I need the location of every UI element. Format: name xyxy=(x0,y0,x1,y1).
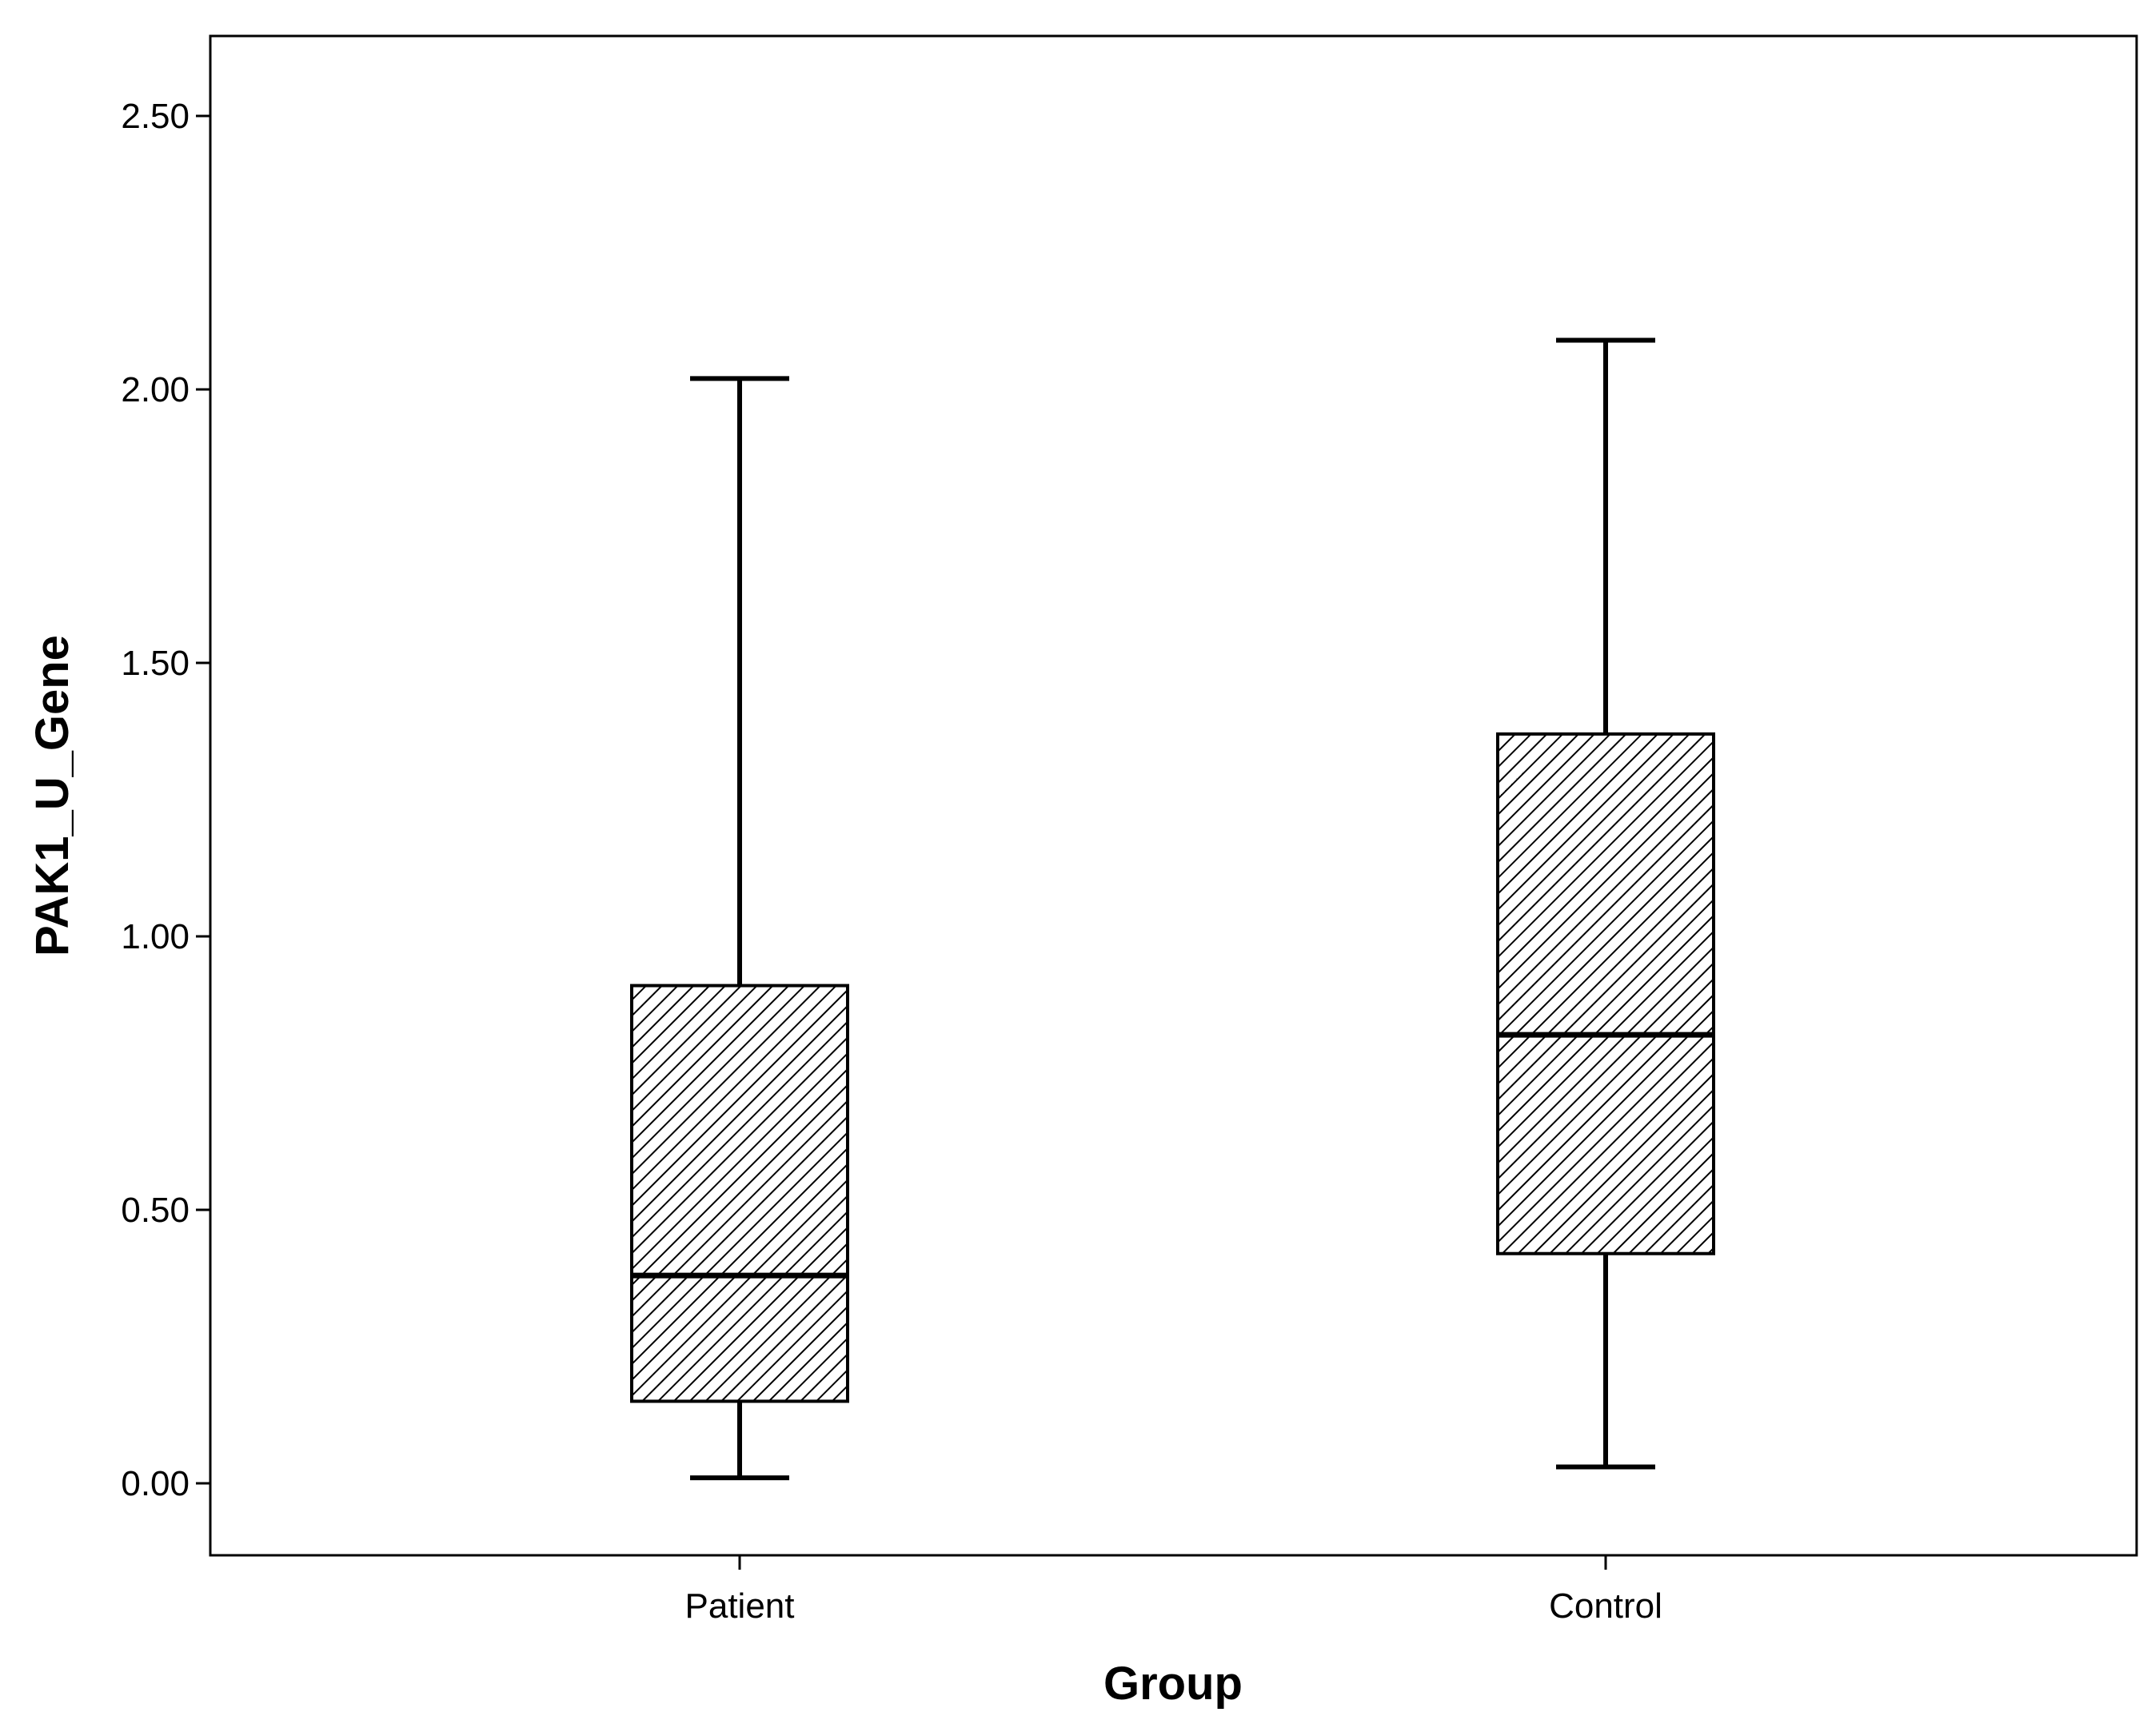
y-tick-label: 2.00 xyxy=(121,370,190,409)
x-tick-label: Control xyxy=(1549,1586,1662,1626)
x-axis-title: Group xyxy=(1103,1658,1243,1710)
y-axis-title: PAK1_U_Gene xyxy=(26,635,78,956)
x-tick-label: Patient xyxy=(685,1586,795,1626)
y-tick-label: 2.50 xyxy=(121,97,190,136)
iqr-box xyxy=(630,984,849,1403)
box-patient xyxy=(630,376,849,1481)
boxes-layer xyxy=(630,337,1715,1481)
y-tick-label: 0.00 xyxy=(121,1464,190,1503)
plot-frame xyxy=(209,34,2138,1557)
box-control xyxy=(1496,337,1715,1470)
y-tick-label: 1.00 xyxy=(121,917,190,956)
iqr-box xyxy=(1496,732,1715,1255)
y-tick-label: 0.50 xyxy=(121,1191,190,1230)
y-axis: 0.00 0.50 1.00 1.50 2.00 2.50 xyxy=(121,97,210,1503)
y-tick-label: 1.50 xyxy=(121,644,190,683)
x-axis: Patient Control xyxy=(685,1555,1662,1626)
